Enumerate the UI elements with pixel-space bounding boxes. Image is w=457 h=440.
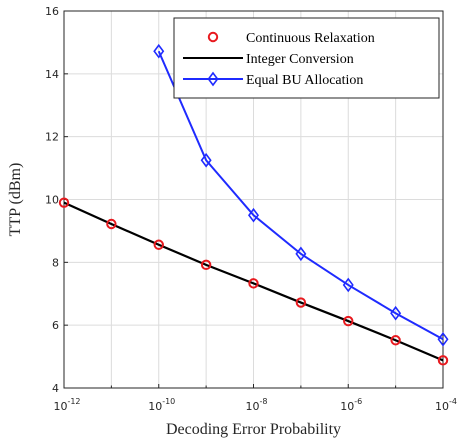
data-point-diamond [200, 152, 212, 168]
data-point-circle [248, 278, 259, 289]
legend-entry: Equal BU Allocation [183, 71, 363, 88]
data-point-diamond [390, 305, 402, 321]
data-point-circle [153, 239, 164, 250]
y-tick-label: 10 [45, 194, 59, 207]
legend-label: Equal BU Allocation [246, 73, 363, 88]
y-tick-label: 8 [52, 256, 59, 269]
legend-label: Continuous Relaxation [246, 31, 375, 46]
legend-marker-diamond [207, 71, 219, 87]
x-tick-label: 10-8 [246, 397, 268, 413]
legend-entry: Continuous Relaxation [207, 31, 375, 46]
series-line-group [157, 50, 444, 341]
data-point-circle [200, 259, 212, 271]
x-tick-label: 10-10 [148, 397, 175, 413]
x-tick-label: 10-12 [53, 397, 80, 413]
series-marker-group [153, 43, 449, 347]
legend-marker-circle [207, 31, 219, 43]
axis-ticks: 4 6 8 10 12 14 16 10-12 10-10 10-8 10-6 10-4 [45, 5, 457, 413]
data-point-diamond [437, 331, 449, 347]
data-point-circle [58, 197, 70, 208]
legend-label: Integer Conversion [246, 52, 354, 67]
legend: Continuous Relaxation Integer Conversion E… [173, 17, 440, 99]
x-axis-label: Decoding Error Probability [166, 421, 341, 438]
y-tick-label: 14 [45, 68, 59, 81]
data-point-circle [343, 315, 354, 327]
data-point-circle [295, 297, 307, 308]
data-point-diamond [295, 246, 307, 262]
y-tick-label: 6 [52, 319, 59, 332]
data-point-diamond [153, 43, 165, 59]
x-tick-label: 10-4 [435, 397, 457, 413]
data-point-diamond [342, 277, 354, 293]
y-axis-label: TTP (dBm) [7, 163, 24, 237]
data-point-circle [390, 335, 401, 346]
series-layer [58, 43, 449, 366]
x-tick-label: 10-6 [340, 397, 362, 413]
data-point-circle [437, 355, 449, 366]
data-point-diamond [248, 207, 259, 223]
series-marker-group [58, 197, 449, 366]
legend-entry: Integer Conversion [183, 52, 354, 67]
series-line [63, 201, 444, 362]
y-tick-label: 4 [52, 382, 59, 395]
series-line-group [63, 201, 444, 362]
y-tick-label: 12 [45, 131, 59, 144]
y-tick-label: 16 [45, 5, 59, 18]
data-point-circle [106, 218, 117, 230]
series-line [157, 50, 444, 341]
